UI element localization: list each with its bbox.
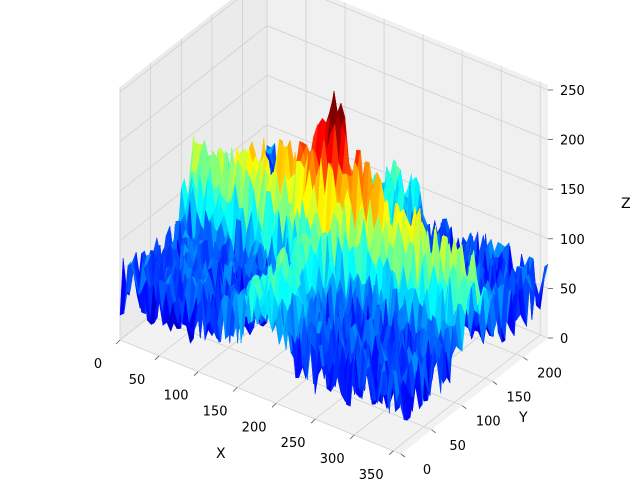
y-axis-label: Y xyxy=(518,410,528,426)
z-tick-label: 150 xyxy=(560,183,585,198)
x-tick-label: 300 xyxy=(320,452,345,467)
y-tick-label: 200 xyxy=(537,366,562,381)
surface-patch xyxy=(396,371,405,420)
surface-mesh xyxy=(119,90,549,421)
z-tick-label: 0 xyxy=(560,332,568,347)
z-tick-label: 100 xyxy=(560,233,585,248)
y-tick-label: 100 xyxy=(476,415,501,430)
x-tick-mark xyxy=(193,371,199,376)
x-tick-label: 50 xyxy=(129,373,146,388)
x-tick-label: 200 xyxy=(242,420,267,435)
x-tick-label: 350 xyxy=(359,468,384,480)
z-tick-label: 250 xyxy=(560,84,585,99)
gridline-z xyxy=(119,124,549,242)
y-tick-mark xyxy=(400,453,406,458)
x-tick-label: 100 xyxy=(164,389,189,404)
x-tick-mark xyxy=(232,387,238,392)
x-tick-mark xyxy=(271,403,277,408)
gridline-z xyxy=(119,25,549,142)
z-axis-label: Z xyxy=(621,196,631,212)
y-tick-mark xyxy=(431,429,436,434)
z-tick-label: 50 xyxy=(560,282,577,297)
x-tick-mark xyxy=(310,418,316,424)
y-tick-label: 0 xyxy=(423,463,431,478)
x-tick-label: 150 xyxy=(203,405,228,420)
gridline-z xyxy=(119,0,549,93)
y-tick-mark xyxy=(492,381,498,385)
y-tick-label: 50 xyxy=(449,439,466,454)
y-tick-mark xyxy=(462,405,467,409)
x-tick-mark xyxy=(154,355,160,361)
gridline-z xyxy=(119,74,549,192)
x-tick-mark xyxy=(115,339,121,345)
y-tick-mark xyxy=(523,357,528,361)
axis-ticks: 0 50 100 150 200 250 300 350 0 50 100 150 200 0 50 100 1… xyxy=(94,84,585,480)
x-tick-label: 250 xyxy=(281,436,306,451)
y-tick-label: 150 xyxy=(506,391,531,406)
x-tick-mark xyxy=(388,450,394,456)
x-tick-mark xyxy=(349,434,355,440)
x-tick-label: 0 xyxy=(94,357,102,372)
x-axis-label: X xyxy=(216,446,226,462)
z-tick-label: 200 xyxy=(560,134,585,149)
